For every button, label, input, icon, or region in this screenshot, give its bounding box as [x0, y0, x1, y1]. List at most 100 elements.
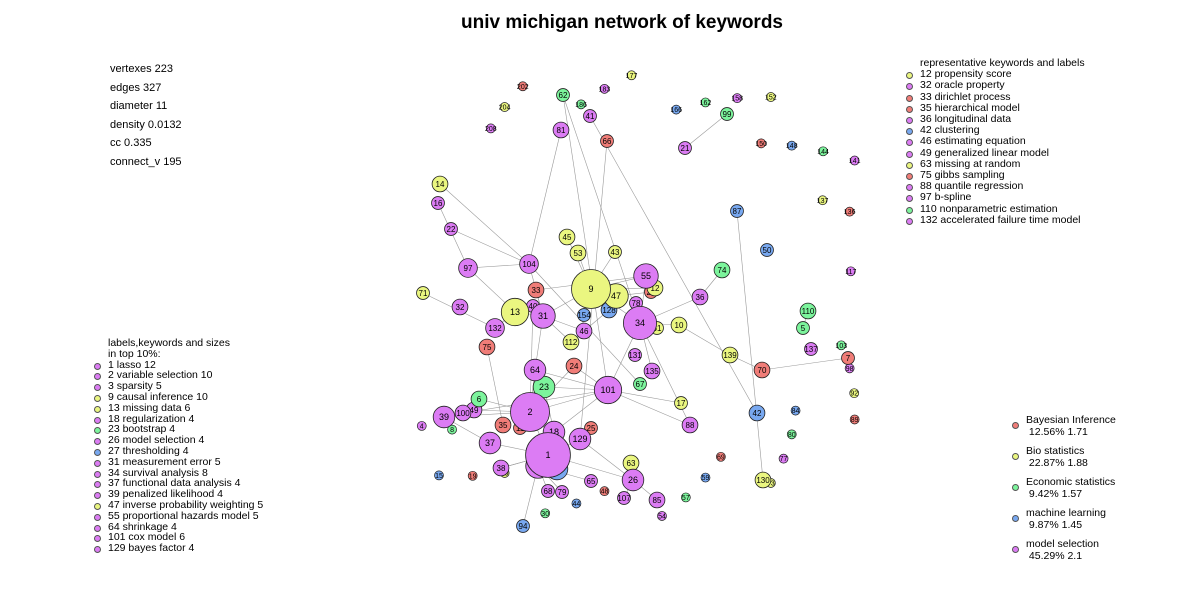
- graph-edge: [684, 113, 728, 149]
- chart-title: univ michigan network of keywords: [460, 12, 783, 33]
- graph-node: 129: [568, 427, 592, 451]
- svg-text:8: 8: [450, 427, 454, 434]
- legend-dot-icon: [94, 373, 101, 381]
- top-keyword-item: 129 bayes factor 4: [94, 543, 263, 554]
- representative-header: representative keywords and labels: [920, 57, 1085, 69]
- graph-node-small: 19: [467, 470, 478, 481]
- svg-text:94: 94: [519, 522, 528, 531]
- graph-node: 5: [796, 321, 810, 335]
- legend-dot-icon: [906, 105, 913, 113]
- graph-edge: [439, 183, 530, 265]
- svg-text:4: 4: [420, 423, 424, 430]
- top-keyword-item: 64 shrinkage 4: [94, 520, 263, 533]
- svg-text:70: 70: [758, 366, 767, 375]
- graph-node: 41: [583, 109, 597, 123]
- graph-node: 53: [569, 244, 587, 262]
- graph-node: 23: [532, 375, 556, 399]
- svg-text:177: 177: [626, 73, 638, 80]
- top-keyword-item: 27 thresholding 4: [94, 446, 263, 457]
- top-keyword-label: 129 bayes factor 4: [108, 542, 195, 555]
- svg-text:63: 63: [627, 459, 636, 468]
- graph-edge: [736, 210, 764, 481]
- svg-text:24: 24: [570, 362, 579, 371]
- svg-text:186: 186: [575, 102, 587, 109]
- graph-node: 45: [558, 228, 576, 246]
- top-keyword-label: 39 penalized likelihood 4: [108, 488, 224, 501]
- svg-text:36: 36: [696, 293, 705, 302]
- top-keyword-label: 64 shrinkage 4: [108, 520, 177, 533]
- top-keyword-label: 2 variable selection 10: [108, 369, 213, 382]
- graph-node: 26: [621, 468, 645, 492]
- svg-text:73: 73: [767, 480, 775, 487]
- representative-label: 63 missing at random: [920, 157, 1021, 170]
- legend-dot-icon: [94, 405, 101, 413]
- legend-dot-icon: [906, 128, 913, 136]
- graph-edge: [467, 263, 530, 269]
- graph-node: 65: [584, 474, 598, 488]
- top-keyword-item: 1 lasso 12: [94, 359, 263, 371]
- top-keyword-item: 13 missing data 6: [94, 402, 263, 414]
- legend-dot-icon: [94, 384, 101, 392]
- category-name: model selection: [1026, 538, 1099, 550]
- svg-text:32: 32: [456, 303, 465, 312]
- graph-node: 38: [492, 459, 510, 477]
- representative-item: 88 quantile regression: [906, 181, 1085, 192]
- graph-node: 36: [691, 288, 709, 306]
- svg-text:68: 68: [544, 487, 553, 496]
- svg-text:74: 74: [718, 266, 727, 275]
- top-keyword-label: 47 inverse probability weighting 5: [108, 498, 264, 511]
- legend-dot-icon: [906, 217, 913, 225]
- top-keyword-item: 47 inverse probability weighting 5: [94, 500, 263, 511]
- legend-dot-icon: [94, 362, 101, 370]
- svg-text:22: 22: [447, 225, 456, 234]
- graph-node: 71: [416, 286, 430, 300]
- graph-node-small: 158: [731, 93, 743, 103]
- category-name: Economic statistics: [1026, 476, 1116, 488]
- graph-node-small: 84: [790, 405, 801, 416]
- svg-text:49: 49: [470, 406, 479, 415]
- legend-dot-icon: [94, 492, 101, 500]
- svg-text:53: 53: [574, 249, 583, 258]
- svg-text:42: 42: [753, 409, 762, 418]
- graph-node-small: 148: [786, 140, 798, 151]
- stat-density: density 0.0132: [110, 118, 182, 131]
- category-item: Bio statistics 22.87% 1.88: [1012, 445, 1116, 476]
- graph-node: 104: [519, 254, 539, 274]
- svg-text:57: 57: [682, 495, 690, 502]
- graph-node: 74: [713, 261, 731, 279]
- category-dot-icon: [1012, 515, 1019, 522]
- category-item: machine learning 9.87% 1.45: [1012, 507, 1116, 538]
- graph-node-small: 186: [575, 99, 587, 110]
- graph-node-small: 15: [434, 470, 444, 481]
- graph-node-small: 57: [680, 492, 691, 503]
- svg-text:110: 110: [802, 307, 815, 316]
- graph-node-small: 103: [835, 340, 847, 351]
- graph-node: 88: [681, 416, 699, 434]
- svg-text:75: 75: [483, 343, 492, 352]
- legend-dot-icon: [906, 72, 913, 80]
- graph-node-small: 80: [786, 429, 797, 440]
- svg-text:80: 80: [788, 432, 796, 439]
- graph-node: 79: [555, 485, 569, 499]
- svg-text:34: 34: [635, 318, 645, 328]
- stat-cc: cc 0.335: [110, 137, 152, 150]
- svg-text:137: 137: [817, 198, 829, 205]
- top-keyword-label: 55 proportional hazards model 5: [108, 509, 259, 522]
- svg-text:67: 67: [636, 380, 645, 389]
- legend-dot-icon: [906, 150, 913, 158]
- graph-node: 22: [444, 222, 458, 236]
- graph-node: 24: [565, 357, 583, 375]
- svg-text:202: 202: [517, 84, 529, 91]
- graph-node: 68: [541, 484, 555, 498]
- category-dot-icon: [1012, 546, 1019, 553]
- top-keyword-label: 18 regularization 4: [108, 412, 195, 425]
- legend-dot-icon: [94, 416, 101, 424]
- svg-text:62: 62: [559, 91, 568, 100]
- svg-text:25: 25: [587, 424, 596, 433]
- category-name: Bayesian Inference: [1026, 414, 1116, 426]
- category-item: model selection 45.29% 2.1: [1012, 538, 1116, 569]
- representative-label: 42 clustering: [920, 124, 980, 137]
- representative-item: 32 oracle property: [906, 80, 1085, 91]
- svg-text:129: 129: [572, 434, 587, 444]
- graph-node: 87: [730, 204, 744, 218]
